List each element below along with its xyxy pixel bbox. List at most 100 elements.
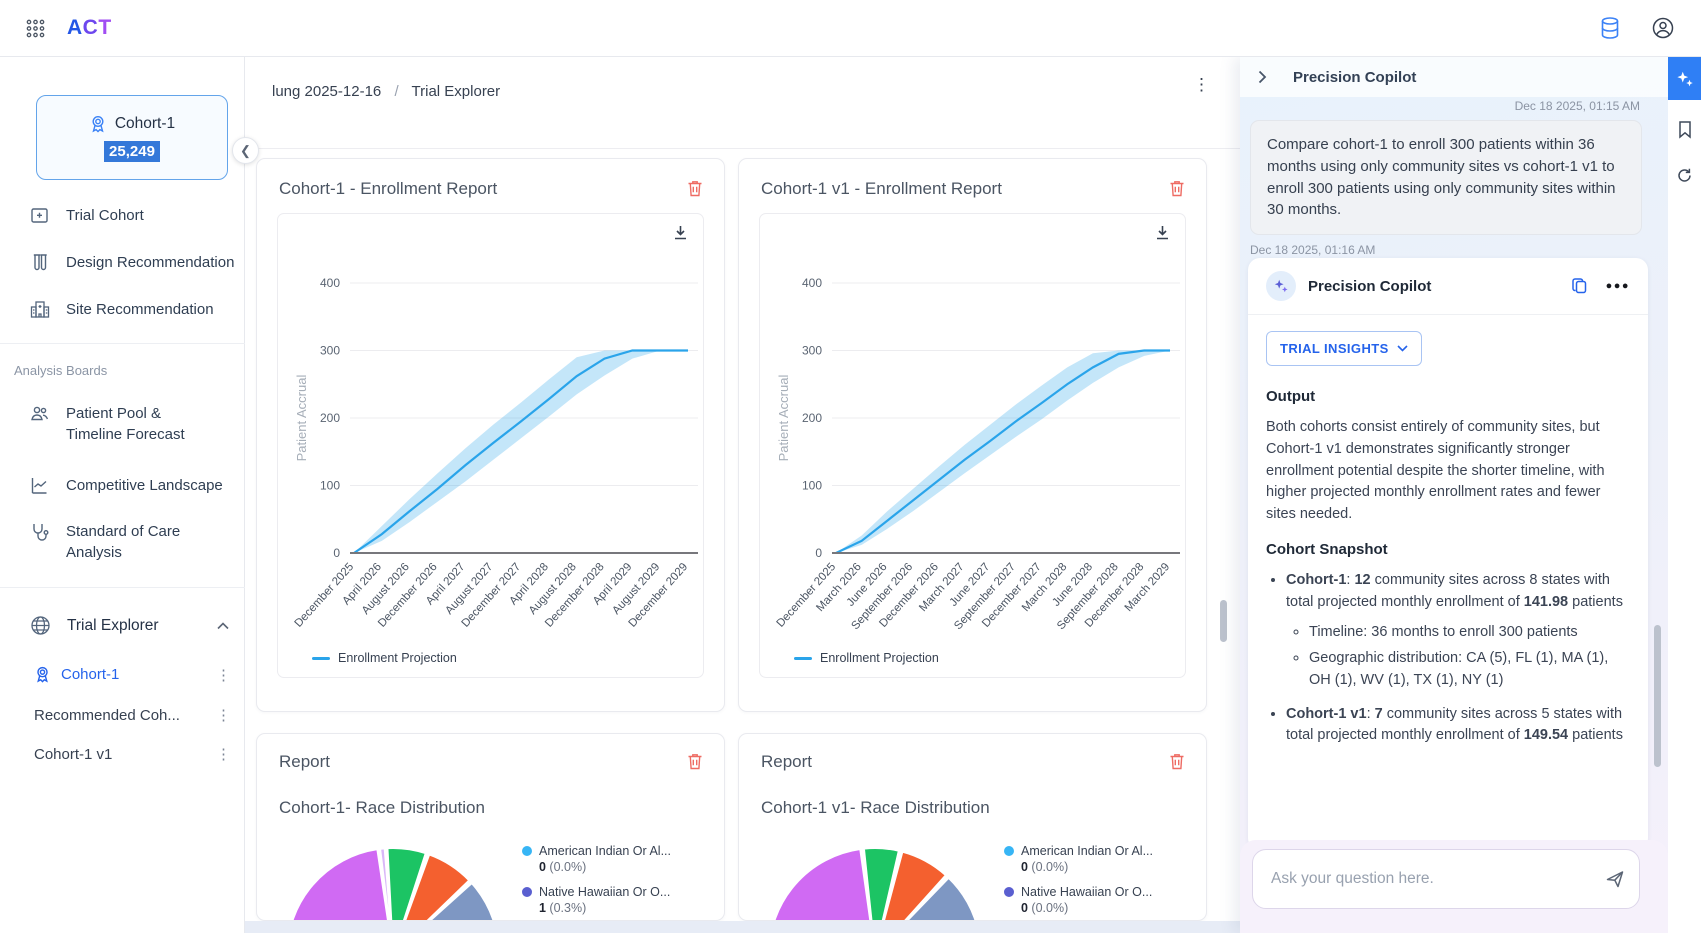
y-tick-label: 100 (802, 479, 822, 493)
snapshot-sub-bullet: Timeline: 36 months to enroll 300 patien… (1309, 622, 1630, 644)
act-logo: ACT (67, 16, 112, 40)
content-cut-strip (245, 921, 1240, 933)
top-bar: ACT (0, 0, 1701, 57)
sidebar-item-trial-cohort[interactable]: Trial Cohort (0, 205, 245, 226)
refresh-icon[interactable] (1668, 167, 1701, 184)
sidebar-item-trial-explorer[interactable]: Trial Explorer (0, 615, 245, 636)
pie-chart-title: Cohort-1 v1- Race Distribution (761, 798, 990, 817)
sidebar-item-design-recommendation[interactable]: Design Recommendation (0, 252, 245, 273)
chevron-up-icon[interactable] (217, 621, 229, 630)
pie-slice (883, 850, 948, 920)
cohort-count-badge: 25,249 (104, 140, 160, 162)
legend-value: 1 (0.3%) (539, 901, 587, 915)
legend-value: 0 (0.0%) (1021, 901, 1069, 915)
copilot-input-area (1240, 840, 1668, 933)
divider (245, 148, 1240, 149)
cohort-summary-card[interactable]: Cohort-1 25,249 (36, 95, 228, 180)
bookmark-icon[interactable] (1668, 120, 1701, 139)
globe-icon (30, 615, 51, 636)
legend-label: Enrollment Projection (820, 651, 939, 665)
pie-legend-entry: Native Hawaiian Or O... 0 (0.0%) (1004, 885, 1182, 915)
kebab-menu-icon[interactable]: ⋮ (216, 666, 231, 684)
right-rail (1668, 57, 1701, 933)
card-title: Cohort-1 - Enrollment Report (279, 179, 498, 198)
legend-value: 0 (0.0%) (539, 860, 587, 874)
legend-label: American Indian Or Al... (1021, 844, 1154, 858)
trash-icon[interactable] (686, 179, 704, 198)
breadcrumb: lung 2025-12-16 / Trial Explorer (272, 83, 500, 100)
cohort-name: Cohort-1 (114, 114, 176, 132)
pie-legend: American Indian Or Al... 0 (0.0%) Native H… (522, 844, 700, 915)
confidence-band (354, 350, 688, 553)
test-tubes-icon (30, 253, 50, 272)
copy-icon[interactable] (1571, 277, 1588, 295)
projection-line (835, 349, 1170, 554)
card-title: Report (761, 752, 813, 771)
explorer-child-label: Cohort-1 (61, 666, 120, 683)
race-report-card-cohort-1-v1: Report Cohort-1 v1- Race Distribution Am… (738, 733, 1207, 921)
trash-icon[interactable] (1168, 752, 1186, 771)
sidebar-item-patient-pool-timeline-forecast[interactable]: Patient Pool & Timeline Forecast (0, 403, 245, 445)
legend-dot (522, 887, 532, 897)
trash-icon[interactable] (1168, 179, 1186, 198)
legend-dot (1004, 887, 1014, 897)
explorer-child-cohort-1-v1[interactable]: Cohort-1 v1 ⋮ (0, 745, 245, 764)
breadcrumb-item-study[interactable]: lung 2025-12-16 (272, 83, 382, 100)
user-avatar-icon[interactable] (1651, 16, 1675, 40)
legend-line-swatch (312, 656, 330, 660)
breadcrumb-item-trial-explorer[interactable]: Trial Explorer (411, 83, 501, 100)
main-scrollbar-thumb[interactable] (1220, 600, 1227, 642)
pie-slice (404, 853, 471, 920)
legend-label: American Indian Or Al... (539, 844, 672, 858)
chevron-right-icon[interactable] (1258, 70, 1267, 84)
logo-letter: T (98, 16, 112, 39)
download-icon[interactable] (672, 224, 689, 241)
kebab-menu-icon[interactable]: ⋮ (216, 707, 231, 724)
ellipsis-menu-icon[interactable]: ●●● (1605, 280, 1630, 292)
race-pie-chart (773, 847, 977, 920)
apps-grid-icon[interactable] (26, 19, 45, 38)
people-icon (30, 404, 50, 423)
user-message-bubble: Compare cohort-1 to enroll 300 patients … (1250, 120, 1642, 235)
medal-icon (34, 665, 51, 684)
legend-value: 0 (0.0%) (1021, 860, 1069, 874)
pie-legend-entry: Native Hawaiian Or O... 1 (0.3%) (522, 885, 700, 915)
race-pie-chart (291, 847, 495, 920)
copilot-scrollbar-thumb[interactable] (1654, 625, 1661, 767)
line-chart-icon (30, 476, 50, 495)
y-tick-label: 300 (320, 344, 340, 358)
explorer-child-recommended-cohort[interactable]: Recommended Coh... ⋮ (0, 706, 245, 725)
trial-insights-dropdown[interactable]: TRIAL INSIGHTS (1266, 331, 1422, 366)
sidebar-item-standard-of-care-analysis[interactable]: Standard of Care Analysis (0, 521, 245, 563)
sidebar-item-competitive-landscape[interactable]: Competitive Landscape (0, 475, 245, 496)
sidebar: Cohort-1 25,249 ❮ Trial Cohort Design Re… (0, 57, 259, 933)
message-timestamp: Dec 18 2025, 01:15 AM (1514, 99, 1640, 113)
y-tick-label: 0 (815, 546, 822, 560)
kebab-menu-icon[interactable]: ⋮ (216, 746, 231, 763)
y-axis-label: Patient Accrual (294, 375, 309, 462)
copilot-toggle-button[interactable] (1668, 57, 1701, 100)
kebab-menu-icon[interactable]: ⋮ (1193, 75, 1210, 94)
database-icon[interactable] (1599, 16, 1621, 40)
trash-icon[interactable] (686, 752, 704, 771)
pie-slice (862, 847, 901, 920)
sidebar-item-label: Trial Cohort (66, 207, 144, 224)
explorer-child-cohort-1[interactable]: Cohort-1 ⋮ (0, 665, 245, 684)
sidebar-collapse-button[interactable]: ❮ (232, 137, 259, 164)
response-author: Precision Copilot (1308, 277, 1432, 295)
analysis-boards-label: Analysis Boards (14, 363, 108, 378)
y-tick-label: 200 (802, 411, 822, 425)
download-icon[interactable] (1154, 224, 1171, 241)
sidebar-item-label: Patient Pool & Timeline Forecast (66, 405, 185, 443)
sidebar-item-site-recommendation[interactable]: Site Recommendation (0, 299, 245, 320)
chevron-down-icon (1397, 345, 1408, 352)
send-icon[interactable] (1605, 869, 1625, 889)
y-tick-label: 0 (333, 546, 340, 560)
precision-copilot-panel: Precision Copilot Dec 18 2025, 01:15 AM … (1240, 57, 1668, 933)
projection-line (353, 349, 688, 554)
copilot-response-card: Precision Copilot ●●● TRIAL INSIGHTS Out… (1248, 258, 1648, 850)
ask-question-input[interactable] (1271, 870, 1605, 888)
legend-label: Native Hawaiian Or O... (1021, 885, 1153, 899)
